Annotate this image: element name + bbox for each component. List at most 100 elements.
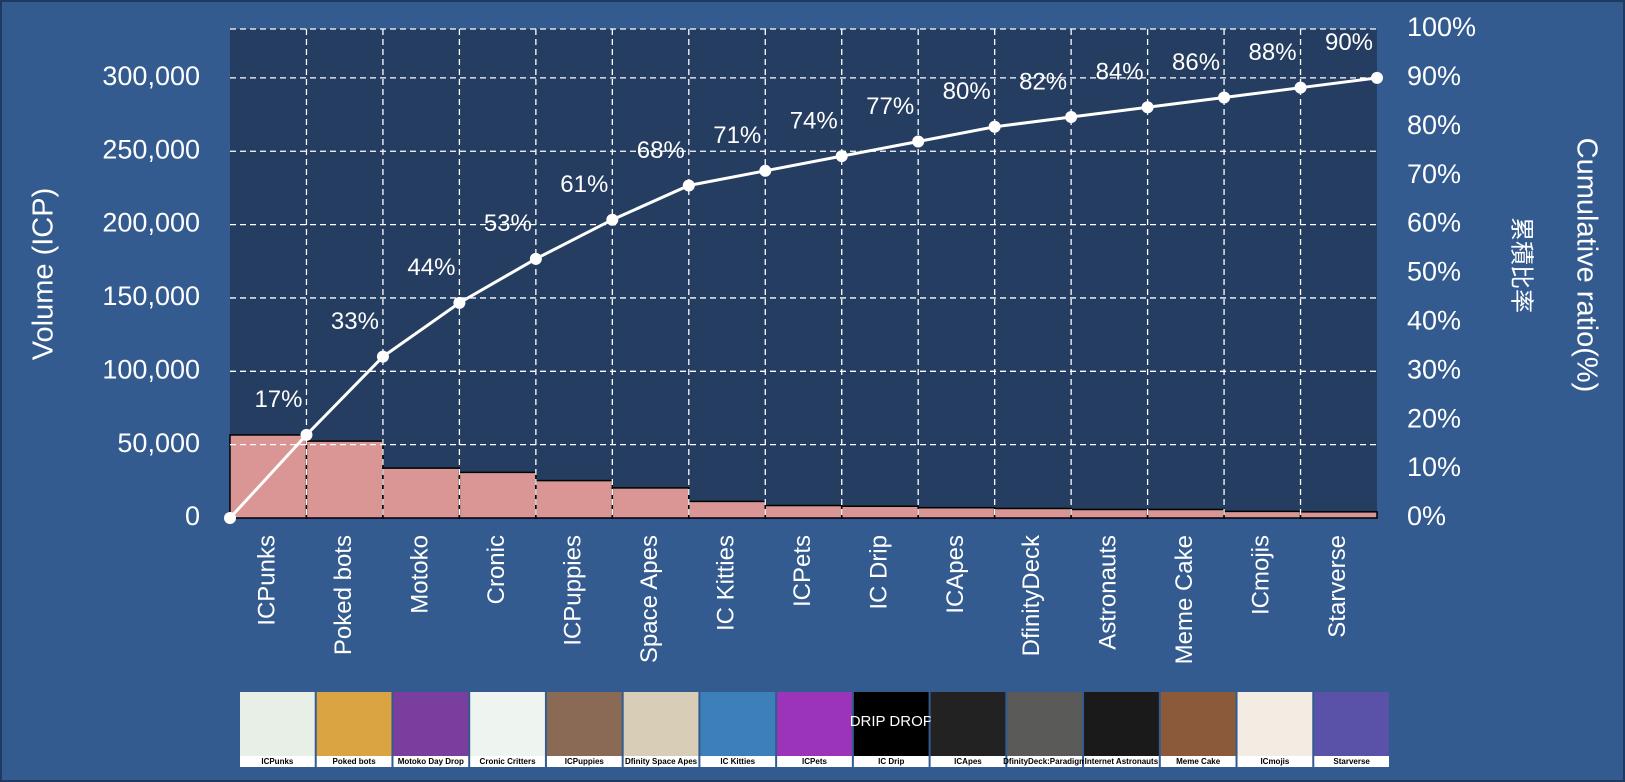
y2-tick-label: 60% bbox=[1407, 208, 1461, 238]
x-tick-label: ICApes bbox=[942, 535, 969, 614]
data-label: 53% bbox=[484, 210, 532, 237]
thumbnail-caption-bg bbox=[1084, 756, 1159, 767]
x-tick-label: Cronic bbox=[483, 535, 510, 604]
y2-tick-label: 30% bbox=[1407, 354, 1461, 384]
bar bbox=[1070, 508, 1149, 519]
data-label: 77% bbox=[866, 93, 914, 120]
thumbnail-caption: IC Drip bbox=[878, 757, 904, 766]
y-tick-label: 200,000 bbox=[102, 208, 200, 238]
data-label: 82% bbox=[1019, 68, 1067, 95]
x-tick-label: Motoko bbox=[407, 535, 434, 614]
bar bbox=[764, 504, 843, 519]
line-point bbox=[1065, 111, 1078, 124]
y-axis-title: Volume (ICP) bbox=[28, 188, 60, 360]
x-tick-label: Starverse bbox=[1324, 535, 1351, 638]
cumulative-line bbox=[228, 76, 1378, 520]
thumbnail-caption: ICPets bbox=[802, 757, 827, 766]
thumbnail-image bbox=[1084, 692, 1159, 756]
line-point bbox=[912, 135, 925, 148]
line-point bbox=[529, 252, 542, 265]
thumbnail-caption: Starverse bbox=[1333, 757, 1370, 766]
x-tick-label: Space Apes bbox=[636, 535, 663, 663]
data-label: 71% bbox=[713, 122, 761, 149]
thumbnail-caption-bg bbox=[240, 756, 315, 767]
x-tick-label: ICPets bbox=[789, 535, 816, 607]
line-point bbox=[453, 296, 466, 309]
thumbnail-caption: Internet Astronauts bbox=[1085, 757, 1159, 766]
bar bbox=[611, 487, 690, 519]
thumbnail-caption-bg bbox=[546, 756, 622, 767]
y2-tick-label: 0% bbox=[1407, 501, 1446, 531]
data-label: 88% bbox=[1249, 39, 1297, 66]
bar bbox=[1299, 511, 1378, 519]
thumbnail-image bbox=[930, 692, 1006, 756]
bar bbox=[840, 505, 919, 519]
plot-area bbox=[230, 29, 1377, 518]
thumbnail-caption-bg bbox=[623, 756, 699, 767]
thumbnail-image bbox=[700, 692, 776, 756]
thumbnail-image bbox=[470, 692, 545, 756]
bar bbox=[305, 440, 384, 519]
bar bbox=[458, 471, 537, 519]
line-point bbox=[759, 164, 772, 177]
x-tick-label: ICPuppies bbox=[559, 535, 586, 646]
data-label: 74% bbox=[790, 107, 838, 134]
data-label: 17% bbox=[254, 386, 302, 413]
line-point bbox=[606, 213, 619, 226]
thumbnail-image bbox=[1237, 692, 1313, 756]
thumbnail-image bbox=[777, 692, 852, 756]
data-label: 84% bbox=[1096, 59, 1144, 86]
thumbnail-caption: ICmojis bbox=[1260, 757, 1289, 766]
thumbnail-caption-bg bbox=[470, 756, 545, 767]
thumbnail-caption: Meme Cake bbox=[1176, 757, 1221, 766]
bar bbox=[993, 507, 1072, 519]
y-tick-label: 100,000 bbox=[102, 354, 200, 384]
line-point bbox=[1371, 71, 1383, 84]
y2-tick-label: 50% bbox=[1407, 257, 1461, 287]
data-label: 86% bbox=[1172, 49, 1220, 76]
data-label: 80% bbox=[943, 78, 991, 105]
y2-tick-label: 70% bbox=[1407, 159, 1461, 189]
thumbnail-image bbox=[853, 692, 929, 756]
thumbnail-caption: ICPunks bbox=[261, 757, 294, 766]
bar bbox=[382, 467, 461, 519]
data-label: 68% bbox=[637, 137, 685, 164]
x-tick-label: ICPunks bbox=[254, 535, 281, 626]
thumbnail-image bbox=[316, 692, 392, 756]
data-label: 90% bbox=[1325, 29, 1373, 56]
x-tick-label: IC Kitties bbox=[712, 535, 739, 631]
bar bbox=[1146, 508, 1225, 519]
line-point bbox=[376, 350, 389, 363]
thumbnail-image bbox=[1007, 692, 1083, 756]
thumbnail-image bbox=[240, 692, 315, 756]
y2-tick-label: 90% bbox=[1407, 61, 1461, 91]
bar bbox=[1223, 510, 1302, 519]
x-tick-label: IC Drip bbox=[865, 535, 892, 610]
x-tick-label: Poked bots bbox=[330, 535, 357, 655]
line-point bbox=[835, 150, 848, 163]
y2-tick-label: 20% bbox=[1407, 403, 1461, 433]
line-point bbox=[1294, 81, 1307, 94]
thumbnail-caption-bg bbox=[700, 756, 776, 767]
thumbnail-caption-bg bbox=[853, 756, 929, 767]
y2-tick-label: 80% bbox=[1407, 110, 1461, 140]
y-tick-label: 250,000 bbox=[102, 134, 200, 164]
thumbnail-caption-bg bbox=[777, 756, 852, 767]
x-tick-label: ICmojis bbox=[1248, 535, 1275, 615]
x-tick-label: Astronauts bbox=[1095, 535, 1122, 650]
data-label: 44% bbox=[407, 254, 455, 281]
y2-axis-subtitle: 累積比率 bbox=[1508, 217, 1535, 313]
origin-point bbox=[224, 512, 236, 524]
y-tick-label: 150,000 bbox=[102, 281, 200, 311]
thumbnail-caption: ICPuppies bbox=[565, 757, 605, 766]
thumbnail-caption-bg bbox=[1237, 756, 1313, 767]
line-point bbox=[300, 428, 313, 441]
y2-tick-label: 100% bbox=[1407, 12, 1476, 42]
thumbnail-image bbox=[1314, 692, 1389, 756]
line-point bbox=[1218, 91, 1231, 104]
thumbnail-caption-bg bbox=[1314, 756, 1389, 767]
y2-tick-label: 40% bbox=[1407, 306, 1461, 336]
thumbnail-image bbox=[623, 692, 699, 756]
thumbnail-image bbox=[1160, 692, 1236, 756]
